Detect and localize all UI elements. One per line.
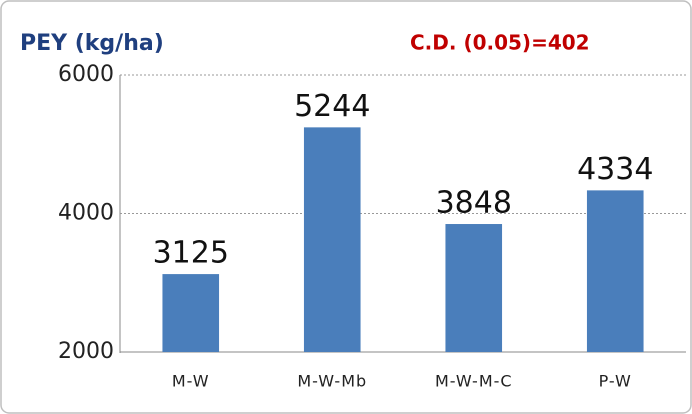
- data-label: 5244: [294, 89, 370, 124]
- data-label: 4334: [577, 152, 653, 187]
- bar: [303, 127, 361, 352]
- y-tick-label: 2000: [58, 339, 114, 364]
- x-tick-label: P-W: [599, 372, 632, 391]
- y-tick-label: 6000: [58, 62, 114, 87]
- x-tick-label: M-W-Mb: [297, 372, 367, 391]
- y-tick-label: 4000: [58, 201, 114, 226]
- annotation: C.D. (0.05)=402: [410, 31, 590, 55]
- chart-title: PEY (kg/ha): [20, 31, 164, 56]
- x-tick-label: M-W-M-C: [435, 372, 513, 391]
- x-tick-label: M-W: [172, 372, 210, 391]
- bar: [586, 190, 644, 352]
- bar: [162, 274, 220, 352]
- data-label: 3125: [153, 236, 229, 271]
- bar: [445, 224, 503, 352]
- data-label: 3848: [436, 186, 512, 221]
